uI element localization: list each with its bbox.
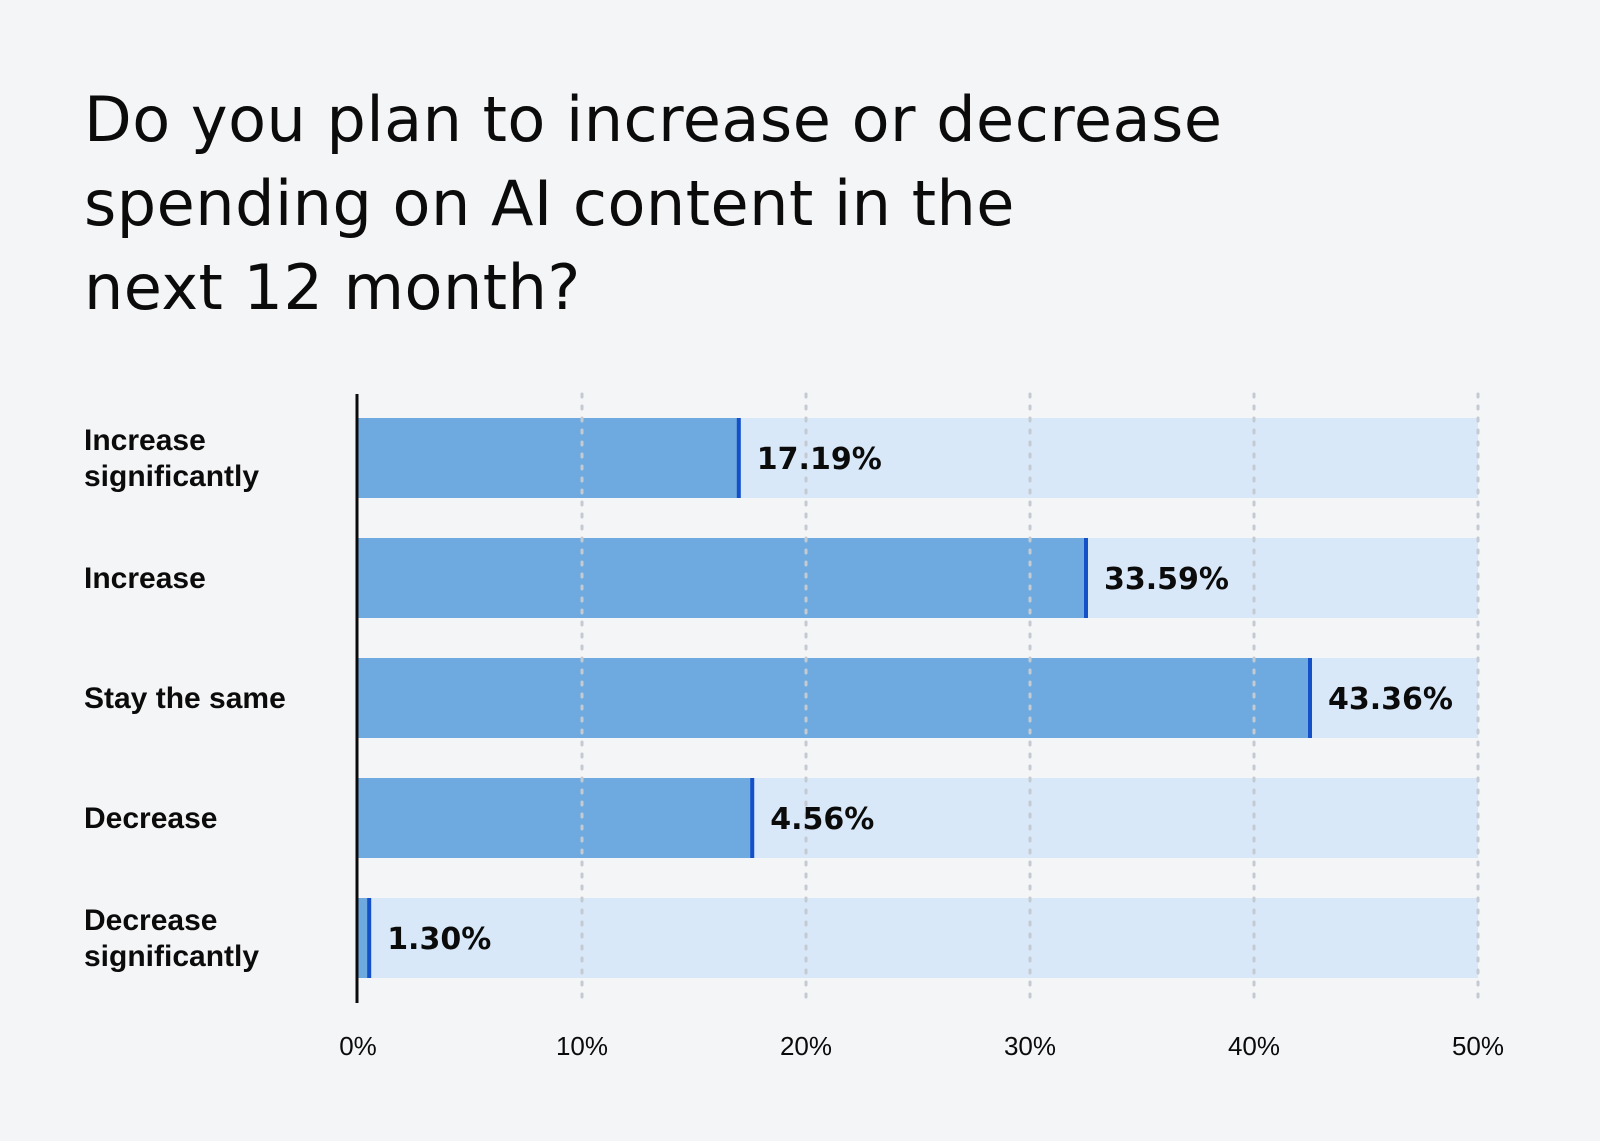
bar-end-marker	[736, 418, 741, 498]
x-tick-label: 20%	[780, 1031, 832, 1061]
x-tick-label: 40%	[1228, 1031, 1280, 1061]
category-label-line: Increase	[84, 424, 206, 457]
bar	[358, 778, 753, 858]
chart-title-line: Do you plan to increase or decrease	[84, 83, 1223, 156]
bar	[358, 538, 1086, 618]
category-label-line: Decrease	[84, 802, 217, 835]
x-tick-label: 10%	[556, 1031, 608, 1061]
category-label: Increase	[84, 562, 206, 595]
bar	[358, 898, 370, 978]
x-tick-label: 50%	[1452, 1031, 1504, 1061]
value-label: 33.59%	[1104, 562, 1229, 597]
category-label-line: Stay the same	[84, 682, 286, 715]
value-label: 1.30%	[387, 922, 491, 957]
bar	[358, 418, 739, 498]
value-label: 43.36%	[1328, 682, 1453, 717]
category-label-line: Decrease	[84, 904, 217, 937]
x-tick-label: 30%	[1004, 1031, 1056, 1061]
chart-title-line: spending on AI content in the	[84, 167, 1015, 240]
chart-title-line: next 12 month?	[84, 251, 581, 324]
bar	[358, 658, 1310, 738]
category-label-line: Increase	[84, 562, 206, 595]
x-tick-label: 0%	[339, 1031, 377, 1061]
category-label-line: significantly	[84, 940, 259, 973]
value-label: 4.56%	[770, 802, 874, 837]
category-label: Increase significantly	[84, 424, 259, 493]
chart-title: Do you plan to increase or decrease spen…	[84, 78, 1384, 330]
category-label: Stay the same	[84, 682, 286, 715]
bar-end-marker	[367, 898, 372, 978]
category-label: Decrease significantly	[84, 904, 259, 973]
bar-track	[358, 898, 1478, 978]
bar-end-marker	[1084, 538, 1088, 618]
bar-end-marker	[750, 778, 755, 858]
value-label: 17.19%	[757, 442, 882, 477]
bar-end-marker	[1308, 658, 1312, 738]
category-label-line: significantly	[84, 460, 259, 493]
category-label: Decrease	[84, 802, 217, 835]
